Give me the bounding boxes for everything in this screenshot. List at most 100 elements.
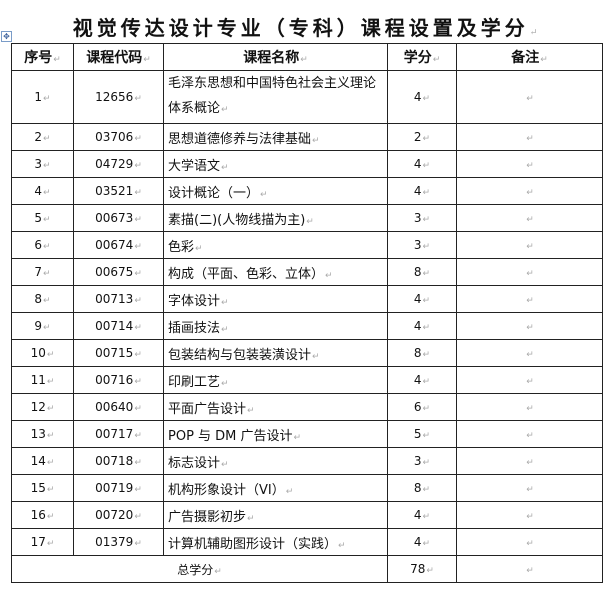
table-row: 700675构成（平面、色彩、立体）8 <box>11 258 603 286</box>
table-row: 600674色彩3 <box>11 231 603 259</box>
course-note <box>456 123 603 151</box>
total-note <box>456 555 603 583</box>
course-name: 计算机辅助图形设计（实践） <box>163 528 388 556</box>
course-credits: 4 <box>387 312 457 340</box>
course-credits: 2 <box>387 123 457 151</box>
course-note <box>456 70 603 124</box>
row-number: 1 <box>11 70 74 124</box>
table-row: 403521设计概论（一）4 <box>11 177 603 205</box>
course-code: 01379 <box>73 528 164 556</box>
table-row: 500673素描(二)(人物线描为主)3 <box>11 204 603 232</box>
document-title: 视觉传达设计专业（专科）课程设置及学分 <box>0 12 614 41</box>
course-note <box>456 150 603 178</box>
table-row: 112656毛泽东思想和中国特色社会主义理论体系概论4 <box>11 70 603 124</box>
table-row: 1400718标志设计3 <box>11 447 603 475</box>
course-name: 平面广告设计 <box>163 393 388 421</box>
course-code: 00719 <box>73 474 164 502</box>
row-number: 5 <box>11 204 74 232</box>
course-note <box>456 501 603 529</box>
table-row: 1100716印刷工艺4 <box>11 366 603 394</box>
course-note <box>456 204 603 232</box>
course-note <box>456 339 603 367</box>
course-note <box>456 231 603 259</box>
table-row: 1000715包装结构与包装装潢设计8 <box>11 339 603 367</box>
row-number: 10 <box>11 339 74 367</box>
course-credits: 4 <box>387 150 457 178</box>
course-note <box>456 285 603 313</box>
course-code: 00714 <box>73 312 164 340</box>
row-number: 16 <box>11 501 74 529</box>
course-credits: 6 <box>387 393 457 421</box>
table-row: 900714插画技法4 <box>11 312 603 340</box>
course-code: 00713 <box>73 285 164 313</box>
header-note: 备注 <box>456 43 603 71</box>
table-row: 1300717POP 与 DM 广告设计5 <box>11 420 603 448</box>
course-name: 思想道德修养与法律基础 <box>163 123 388 151</box>
course-code: 03706 <box>73 123 164 151</box>
course-note <box>456 528 603 556</box>
course-credits: 8 <box>387 474 457 502</box>
course-code: 03521 <box>73 177 164 205</box>
header-row: 序号 课程代码 课程名称 学分 备注 <box>11 43 603 71</box>
course-code: 00716 <box>73 366 164 394</box>
course-credits: 3 <box>387 447 457 475</box>
course-credits: 4 <box>387 528 457 556</box>
course-name: 色彩 <box>163 231 388 259</box>
table-row: 800713字体设计4 <box>11 285 603 313</box>
course-table: 序号 课程代码 课程名称 学分 备注 112656毛泽东思想和中国特色社会主义理… <box>11 43 603 583</box>
row-number: 17 <box>11 528 74 556</box>
course-name: 插画技法 <box>163 312 388 340</box>
course-name: 大学语文 <box>163 150 388 178</box>
course-credits: 5 <box>387 420 457 448</box>
course-code: 00715 <box>73 339 164 367</box>
row-number: 8 <box>11 285 74 313</box>
course-credits: 4 <box>387 501 457 529</box>
course-code: 00718 <box>73 447 164 475</box>
course-name: 广告摄影初步 <box>163 501 388 529</box>
course-credits: 3 <box>387 204 457 232</box>
total-credits: 78 <box>387 555 457 583</box>
course-credits: 4 <box>387 366 457 394</box>
table-move-handle-icon[interactable]: ✥ <box>1 31 12 42</box>
course-note <box>456 312 603 340</box>
course-credits: 8 <box>387 339 457 367</box>
row-number: 6 <box>11 231 74 259</box>
table-row: 304729大学语文4 <box>11 150 603 178</box>
header-credits: 学分 <box>387 43 457 71</box>
table-row: 203706思想道德修养与法律基础2 <box>11 123 603 151</box>
table-row: 1500719机构形象设计（VI）8 <box>11 474 603 502</box>
course-name: 设计概论（一） <box>163 177 388 205</box>
course-code: 00675 <box>73 258 164 286</box>
course-name: 毛泽东思想和中国特色社会主义理论体系概论 <box>163 70 388 124</box>
course-name: 字体设计 <box>163 285 388 313</box>
total-label: 总学分 <box>11 555 388 583</box>
header-no: 序号 <box>11 43 74 71</box>
course-note <box>456 258 603 286</box>
table-row: 1200640平面广告设计6 <box>11 393 603 421</box>
header-name: 课程名称 <box>163 43 388 71</box>
course-name: POP 与 DM 广告设计 <box>163 420 388 448</box>
header-code: 课程代码 <box>73 43 164 71</box>
row-number: 9 <box>11 312 74 340</box>
row-number: 12 <box>11 393 74 421</box>
course-code: 00720 <box>73 501 164 529</box>
course-code: 12656 <box>73 70 164 124</box>
course-note <box>456 177 603 205</box>
course-code: 00674 <box>73 231 164 259</box>
course-name: 印刷工艺 <box>163 366 388 394</box>
total-row: 总学分 78 <box>11 555 603 583</box>
course-name: 标志设计 <box>163 447 388 475</box>
course-credits: 4 <box>387 285 457 313</box>
course-code: 00673 <box>73 204 164 232</box>
course-code: 00717 <box>73 420 164 448</box>
course-name: 构成（平面、色彩、立体） <box>163 258 388 286</box>
course-note <box>456 393 603 421</box>
course-note <box>456 420 603 448</box>
table-row: 1701379计算机辅助图形设计（实践）4 <box>11 528 603 556</box>
course-credits: 8 <box>387 258 457 286</box>
course-note <box>456 447 603 475</box>
table-row: 1600720广告摄影初步4 <box>11 501 603 529</box>
row-number: 3 <box>11 150 74 178</box>
course-name: 机构形象设计（VI） <box>163 474 388 502</box>
course-credits: 4 <box>387 70 457 124</box>
